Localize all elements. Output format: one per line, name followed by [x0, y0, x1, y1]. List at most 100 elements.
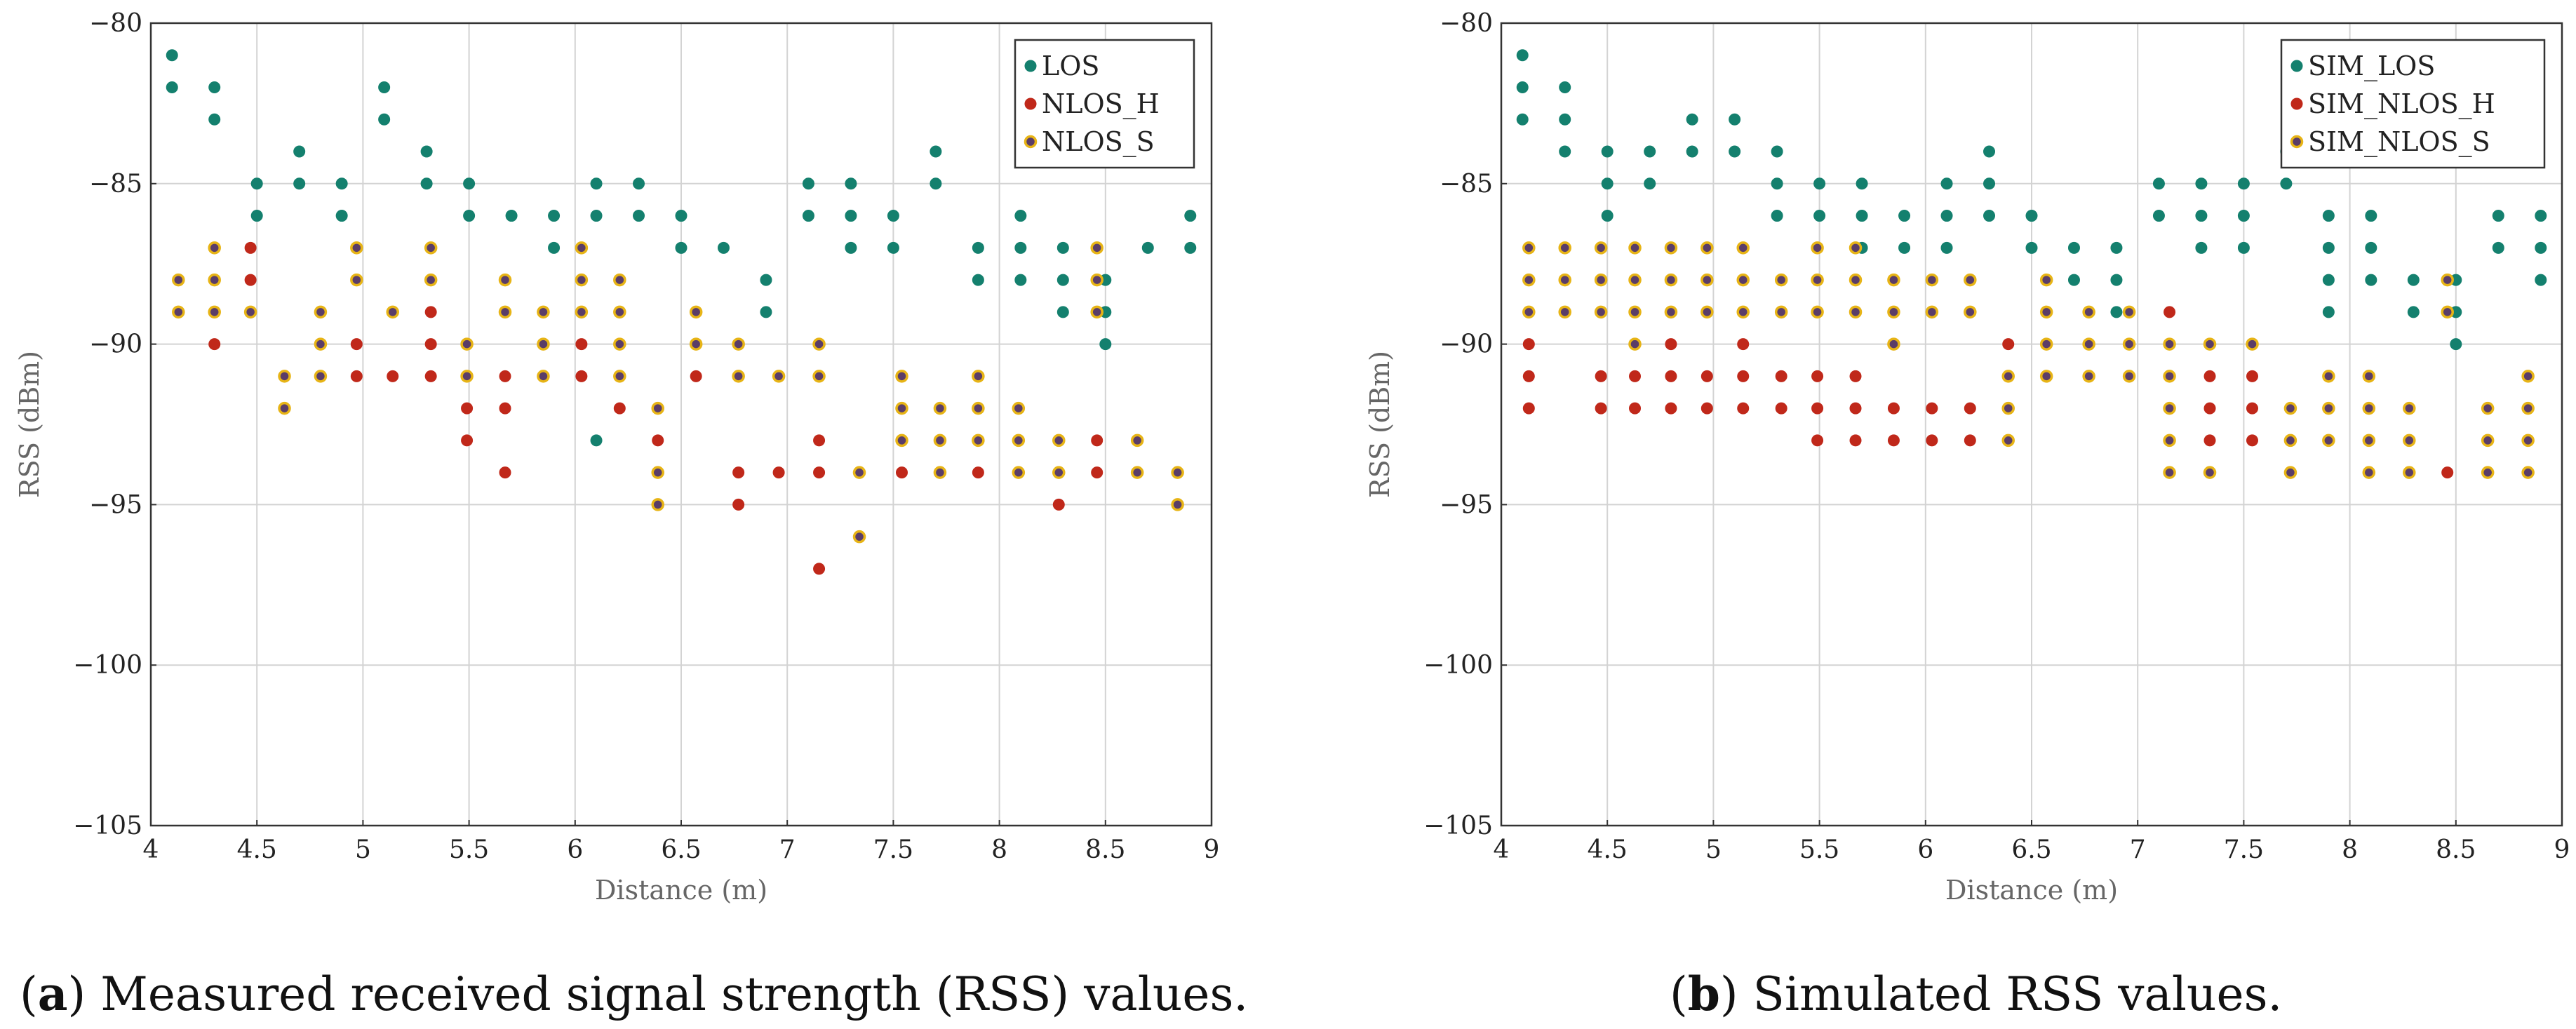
data-point	[1849, 305, 1863, 319]
data-point	[2039, 337, 2053, 351]
data-point	[424, 273, 438, 287]
data-point	[590, 177, 603, 190]
legend-marker	[2290, 60, 2303, 72]
data-point	[2441, 466, 2454, 479]
data-point	[1516, 113, 1529, 126]
data-point	[1856, 177, 1868, 190]
data-point	[386, 305, 399, 319]
data-point	[2365, 241, 2377, 254]
data-point	[1171, 466, 1184, 479]
y-tick-label: −95	[89, 490, 142, 519]
data-point	[387, 370, 399, 382]
data-point	[2362, 370, 2376, 383]
x-tick-label: 9	[2554, 835, 2570, 864]
data-point	[1522, 305, 1536, 319]
data-point	[2195, 177, 2208, 190]
data-point	[1665, 402, 1677, 415]
y-tick-label: −100	[1423, 651, 1493, 680]
data-point	[335, 177, 348, 190]
data-point	[2521, 370, 2535, 383]
data-point	[760, 306, 772, 318]
data-point	[1964, 273, 1977, 287]
data-point	[2407, 274, 2420, 286]
data-point	[1130, 466, 1144, 479]
series-los	[166, 49, 1197, 447]
data-point	[1811, 434, 1824, 447]
legend-marker	[1024, 97, 1037, 110]
data-point	[1849, 434, 1862, 447]
data-point	[1775, 370, 1787, 382]
data-point	[1983, 210, 1996, 222]
data-point	[420, 177, 433, 190]
data-point	[1171, 498, 1184, 511]
data-point	[633, 177, 645, 190]
data-point	[1665, 338, 1677, 351]
data-point	[1559, 113, 1571, 126]
legend-marker	[1024, 60, 1037, 72]
data-point	[1686, 145, 1698, 158]
data-point	[2082, 370, 2095, 383]
x-tick-label: 7	[2130, 835, 2146, 864]
data-point	[812, 370, 826, 383]
data-point	[2403, 466, 2416, 479]
data-point	[1056, 274, 1069, 286]
data-point	[613, 273, 626, 287]
data-point	[1595, 402, 1607, 415]
data-point	[1729, 145, 1741, 158]
data-point	[1644, 177, 1656, 190]
data-point	[2407, 306, 2420, 318]
data-point	[548, 210, 561, 222]
data-point	[2195, 210, 2208, 222]
data-point	[424, 338, 437, 351]
data-point	[314, 337, 328, 351]
data-point	[1940, 210, 1953, 222]
data-point	[350, 338, 363, 351]
data-point	[1664, 273, 1678, 287]
data-point	[2152, 210, 2165, 222]
data-point	[1774, 273, 1788, 287]
data-point	[2362, 433, 2376, 448]
data-point	[2283, 466, 2297, 479]
caption-a-text: Measured received signal strength (RSS) …	[86, 967, 1248, 1021]
y-axis-label: RSS (dBm)	[14, 351, 45, 498]
data-point	[2535, 241, 2547, 254]
data-point	[613, 337, 626, 351]
data-point	[1522, 370, 1535, 382]
data-point	[2082, 305, 2095, 319]
legend-label: SIM_NLOS_S	[2308, 126, 2490, 158]
data-point	[2365, 210, 2377, 222]
data-point	[420, 145, 433, 158]
data-point	[575, 370, 588, 382]
x-tick-label: 8.5	[2436, 835, 2476, 864]
x-tick-label: 5.5	[1799, 835, 1839, 864]
data-point	[2002, 338, 2015, 351]
data-point	[424, 241, 438, 255]
data-point	[1559, 81, 1571, 94]
data-point	[1940, 177, 1953, 190]
series-nlos_s	[172, 241, 1184, 544]
series-nlos_h	[208, 241, 1103, 575]
data-point	[1629, 370, 1642, 382]
data-point	[505, 210, 518, 222]
data-point	[1811, 370, 1824, 382]
data-point	[1811, 241, 1824, 255]
data-point	[293, 145, 306, 158]
data-point	[2163, 401, 2176, 415]
data-point	[1052, 466, 1066, 479]
data-point	[1736, 241, 1750, 255]
data-point	[350, 241, 363, 255]
x-tick-label: 6	[1917, 835, 1933, 864]
x-tick-label: 4	[143, 835, 159, 864]
data-point	[812, 337, 826, 351]
data-point	[2122, 370, 2136, 383]
data-point	[250, 177, 263, 190]
data-point	[1964, 434, 1976, 447]
data-point	[895, 466, 908, 479]
data-point	[2237, 177, 2250, 190]
legend-label: NLOS_H	[1042, 88, 1160, 120]
y-tick-label: −90	[1440, 330, 1493, 359]
data-point	[1628, 241, 1642, 255]
data-point	[575, 338, 588, 351]
data-point	[2163, 433, 2176, 448]
data-point	[1849, 370, 1862, 382]
